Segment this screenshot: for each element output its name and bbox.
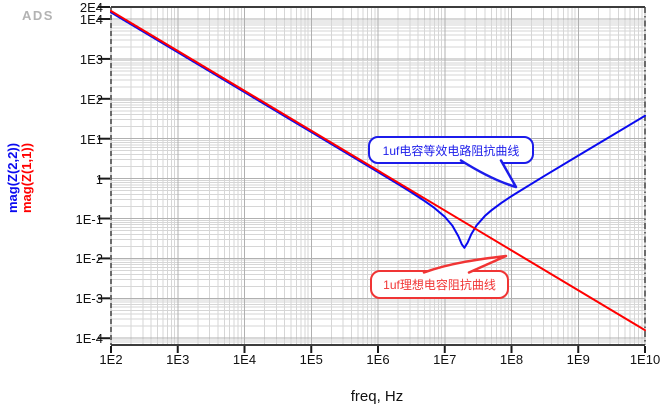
y-tick-label: 1E-3 [75, 291, 103, 307]
y-tick-label: 1E4 [79, 12, 103, 27]
x-tick-label: 1E3 [166, 352, 190, 367]
callout-equivalent-circuit-label: 1uf电容等效电路阻抗曲线 [382, 143, 520, 158]
y-tick-label: 1E-1 [75, 211, 103, 227]
x-tick-label: 1E7 [433, 352, 457, 367]
ads-logo: ADS [22, 8, 54, 23]
y-axis-series-label-z22: mag(Z(2,2)) [5, 142, 20, 214]
callout-ideal-capacitor-label: 1uf理想电容阻抗曲线 [383, 278, 496, 292]
callout-equivalent-circuit[interactable]: 1uf电容等效电路阻抗曲线 [368, 136, 534, 164]
y-tick-label: 1E1 [79, 131, 103, 147]
x-tick-label: 1E10 [629, 352, 661, 367]
x-tick-label: 1E4 [232, 352, 257, 367]
y-tick-label: 1E3 [79, 51, 103, 67]
y-tick-label: 1E2 [79, 91, 103, 107]
x-tick-label: 1E6 [366, 352, 390, 367]
callout-ideal-capacitor[interactable]: 1uf理想电容阻抗曲线 [370, 270, 509, 299]
x-tick-label: 1E2 [99, 352, 123, 367]
y-axis-title: mag(Z(2,2)) mag(Z(1,1)) [5, 108, 36, 248]
y-tick-label: 1 [95, 171, 103, 187]
y-tick-label: 1E-2 [75, 251, 103, 267]
y-axis-series-label-z11: mag(Z(1,1)) [19, 142, 34, 214]
x-tick-label: 1E9 [566, 352, 590, 367]
y-tick-label: 1E-4 [75, 331, 103, 347]
x-tick-label: 1E5 [299, 352, 323, 367]
y-tick-label: 2E4 [79, 0, 103, 15]
x-tick-label: 1E8 [499, 352, 524, 367]
x-axis-title: freq, Hz [350, 388, 404, 405]
